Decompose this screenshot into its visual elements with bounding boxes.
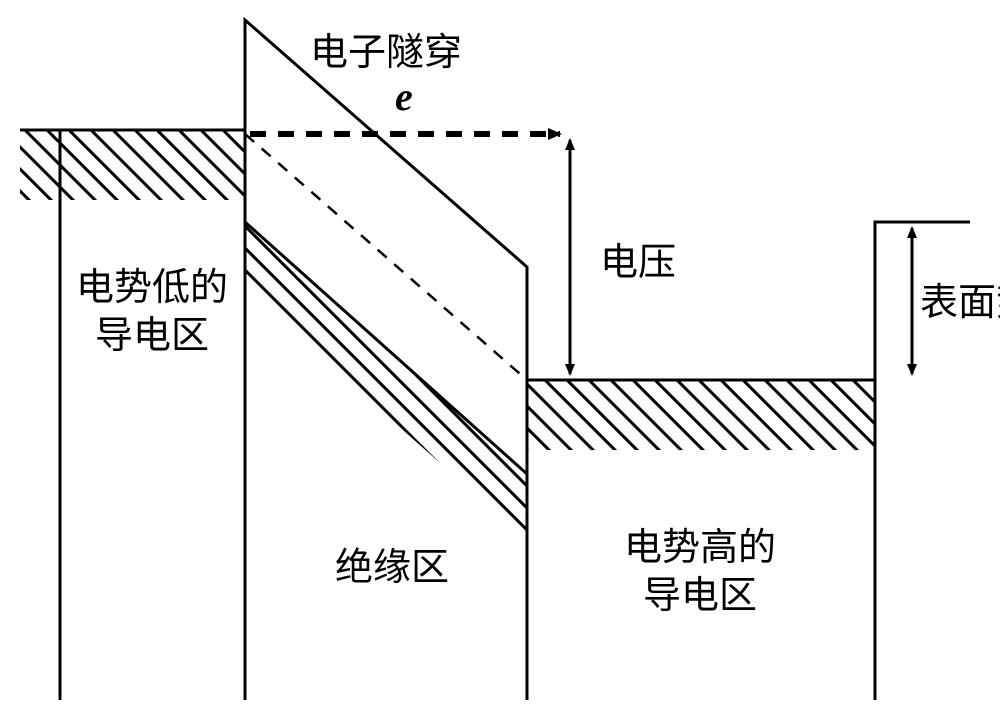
- label-low-region-line1: 电势低的: [76, 267, 228, 309]
- barrier-inner-dashed: [245, 134, 527, 380]
- insulating-lower-band-top: [245, 222, 527, 474]
- hatch-insulating-region: [195, 0, 577, 716]
- label-e: e: [395, 74, 413, 119]
- label-low-region-line2: 导电区: [95, 315, 209, 357]
- label-tunneling: 电子隧穿: [310, 32, 462, 74]
- label-high-region-line1: 电势高的: [624, 527, 776, 569]
- label-surface-barrier: 表面势垒: [920, 282, 1000, 324]
- label-high-region-line2: 导电区: [643, 575, 757, 617]
- label-voltage: 电压: [600, 242, 676, 284]
- label-insulating: 绝缘区: [335, 547, 449, 589]
